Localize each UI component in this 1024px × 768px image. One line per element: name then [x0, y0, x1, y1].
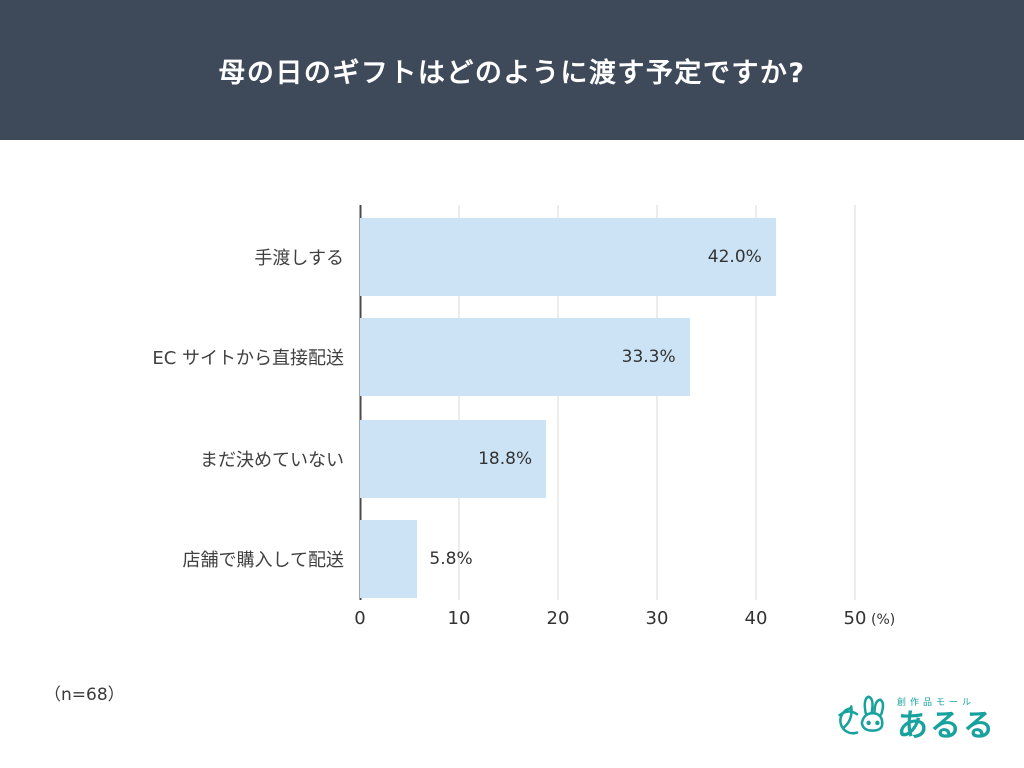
gridline [557, 205, 559, 600]
x-tick-label: 0 [354, 608, 366, 629]
chart-title: 母の日のギフトはどのように渡す予定ですか? [218, 57, 806, 89]
bar-row: 5.8% [360, 520, 855, 598]
y-axis-line [359, 205, 361, 600]
bar-row: 42.0% [360, 218, 855, 296]
header-band: 母の日のギフトはどのように渡す予定ですか? [0, 0, 1024, 140]
plot-area: 42.0% 33.3% 18.8% 5.8% [359, 205, 856, 600]
gridline [755, 205, 757, 600]
gridlines [359, 205, 856, 600]
bar-hand-delivery: 42.0% [360, 218, 776, 296]
category-label-store-shipping: 店舗で購入して配送 [182, 550, 344, 571]
bar-row: 33.3% [360, 318, 855, 396]
x-tick-label: 30 [645, 608, 669, 629]
category-label-hand-delivery: 手渡しする [254, 248, 344, 269]
x-tick-label: 50 [843, 608, 867, 629]
x-tick-label: 20 [546, 608, 570, 629]
logo-subtext: 創作品モール [897, 697, 976, 708]
bar-value-label: 33.3% [621, 347, 676, 367]
aruru-logo: 創作品モール あるる [827, 692, 996, 748]
category-label-ec-site: EC サイトから直接配送 [152, 348, 344, 369]
bar-store-shipping: 5.8% [360, 520, 473, 598]
category-label-undecided: まだ決めていない [200, 450, 344, 471]
logo-wordmark: あるる [897, 708, 996, 745]
x-axis-ticks: 0 10 20 30 40 50 (%) [354, 608, 895, 638]
bar-undecided: 18.8% [360, 420, 547, 498]
bar-value-label: 5.8% [429, 549, 473, 569]
x-axis-unit: (%) [871, 612, 896, 628]
sample-size-label: （n=68） [44, 685, 125, 705]
aruru-rabbit-icon [838, 695, 885, 735]
gridline [656, 205, 658, 600]
x-tick-label: 10 [447, 608, 471, 629]
gridline [854, 205, 856, 600]
gridline [458, 205, 460, 600]
bar-ec-site: 33.3% [360, 318, 690, 396]
x-tick-label: 40 [744, 608, 768, 629]
logo-text-block: 創作品モール あるる [897, 697, 996, 744]
bar-value-label: 18.8% [478, 449, 533, 469]
y-axis-labels: 手渡しする EC サイトから直接配送 まだ決めていない 店舗で購入して配送 [0, 205, 344, 600]
bar-value-label: 42.0% [707, 247, 762, 267]
bar-row: 18.8% [360, 420, 855, 498]
